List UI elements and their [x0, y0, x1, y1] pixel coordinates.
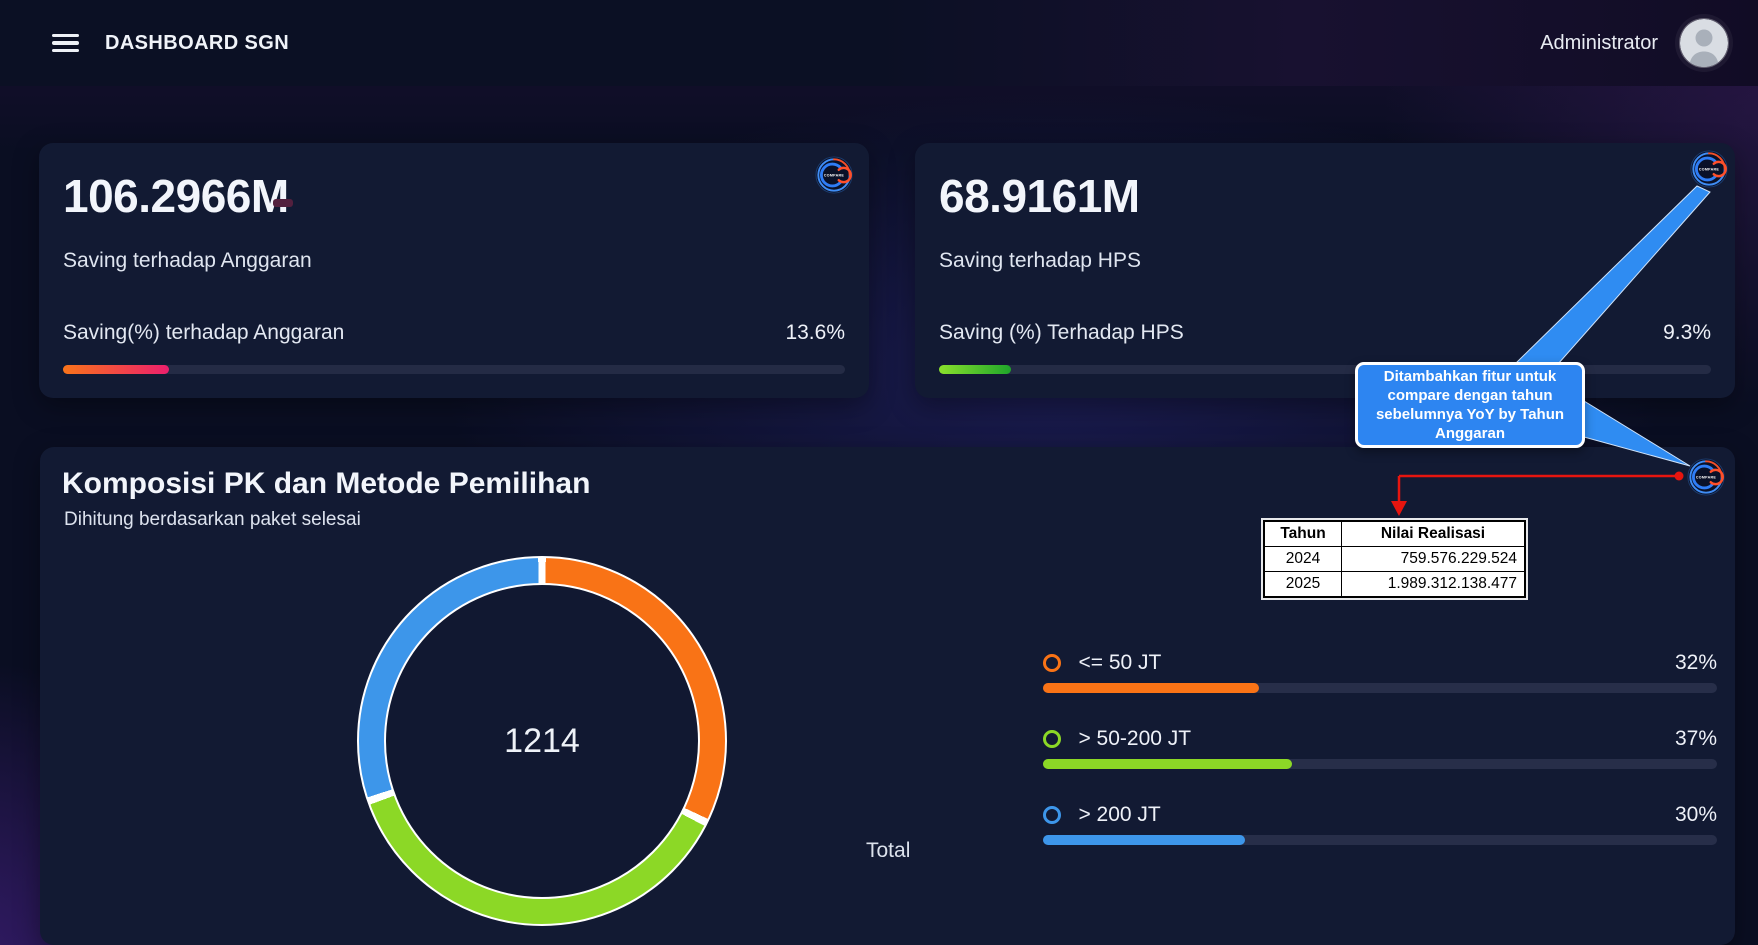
card-saving-anggaran: 106.2966M Saving terhadap Anggaran Savin…	[39, 143, 869, 398]
hps-progress-fill	[939, 365, 1011, 374]
anggaran-label: Saving terhadap Anggaran	[63, 249, 312, 272]
anggaran-progress-fill	[63, 365, 170, 374]
legend-bar-track	[1043, 683, 1717, 693]
hps-progress-track	[939, 365, 1711, 374]
komposisi-title: Komposisi PK dan Metode Pemilihan	[62, 467, 591, 500]
legend-ring-icon	[1043, 654, 1061, 672]
table-cell-value: 759.576.229.524	[1341, 546, 1526, 572]
user-name: Administrator	[1540, 31, 1658, 54]
compare-icon[interactable]: COMPARE	[1690, 150, 1728, 188]
legend-label: > 50-200 JT	[1078, 727, 1192, 750]
compare-icon[interactable]: COMPARE	[1687, 458, 1725, 496]
legend-item-lte-50jt[interactable]: <= 50 JT 32%	[1043, 651, 1717, 711]
legend-percent: 30%	[1674, 803, 1717, 826]
anggaran-progress-track	[63, 365, 845, 374]
value-dash	[273, 199, 293, 207]
legend-bar-track	[1043, 759, 1717, 769]
svg-text:COMPARE: COMPARE	[824, 173, 844, 177]
legend-label: <= 50 JT	[1078, 651, 1162, 674]
table-cell-year: 2024	[1263, 546, 1342, 572]
legend-item-50-200jt[interactable]: > 50-200 JT 37%	[1043, 727, 1717, 787]
card-komposisi: Komposisi PK dan Metode Pemilihan Dihitu…	[40, 447, 1735, 945]
donut-total-value: 1214	[504, 721, 580, 760]
table-row: 2024 759.576.229.524	[1263, 546, 1526, 572]
legend-item-gt-200jt[interactable]: > 200 JT 30%	[1043, 803, 1717, 863]
compare-table-header-nilai: Nilai Realisasi	[1341, 520, 1526, 547]
legend-bar-fill	[1043, 835, 1246, 845]
svg-text:COMPARE: COMPARE	[1696, 475, 1716, 479]
hps-label: Saving terhadap HPS	[939, 249, 1141, 272]
legend-ring-icon	[1043, 730, 1061, 748]
legend-bar-fill	[1043, 683, 1259, 693]
table-row: 2025 1.989.312.138.477	[1263, 571, 1526, 598]
donut-chart[interactable]: 1214	[357, 556, 727, 926]
compare-table: Tahun Nilai Realisasi 2024 759.576.229.5…	[1263, 520, 1526, 598]
legend-percent: 37%	[1674, 727, 1717, 750]
legend-ring-icon	[1043, 806, 1061, 824]
callout-note: Ditambahkan fitur untuk compare dengan t…	[1355, 362, 1585, 448]
donut-total-label: Total	[866, 839, 911, 862]
anggaran-percent-value: 13.6%	[785, 321, 845, 344]
hps-percent-label: Saving (%) Terhadap HPS	[939, 321, 1184, 344]
topbar: DASHBOARD SGN Administrator	[0, 0, 1758, 86]
menu-icon[interactable]	[52, 33, 79, 53]
svg-text:COMPARE: COMPARE	[1699, 167, 1719, 171]
donut-hole: 1214	[384, 583, 700, 899]
hps-value: 68.9161M	[939, 170, 1140, 222]
legend-percent: 32%	[1674, 651, 1717, 674]
table-cell-value: 1.989.312.138.477	[1341, 571, 1526, 598]
komposisi-subtitle: Dihitung berdasarkan paket selesai	[64, 509, 361, 530]
app-title: DASHBOARD SGN	[105, 31, 290, 54]
legend-label: > 200 JT	[1078, 803, 1161, 826]
hps-percent-value: 9.3%	[1663, 321, 1711, 344]
anggaran-percent-label: Saving(%) terhadap Anggaran	[63, 321, 345, 344]
card-saving-hps: 68.9161M Saving terhadap HPS Saving (%) …	[915, 143, 1735, 398]
donut-legend: <= 50 JT 32% > 50-200 JT 37% > 200 JT 30…	[1043, 651, 1717, 911]
anggaran-value: 106.2966M	[63, 170, 289, 222]
user-avatar-icon	[1680, 19, 1728, 67]
avatar[interactable]	[1680, 19, 1728, 67]
legend-bar-track	[1043, 835, 1717, 845]
compare-table-header-tahun: Tahun	[1263, 520, 1342, 547]
compare-icon[interactable]: COMPARE	[815, 156, 853, 194]
table-cell-year: 2025	[1263, 571, 1342, 598]
legend-bar-fill	[1043, 759, 1293, 769]
